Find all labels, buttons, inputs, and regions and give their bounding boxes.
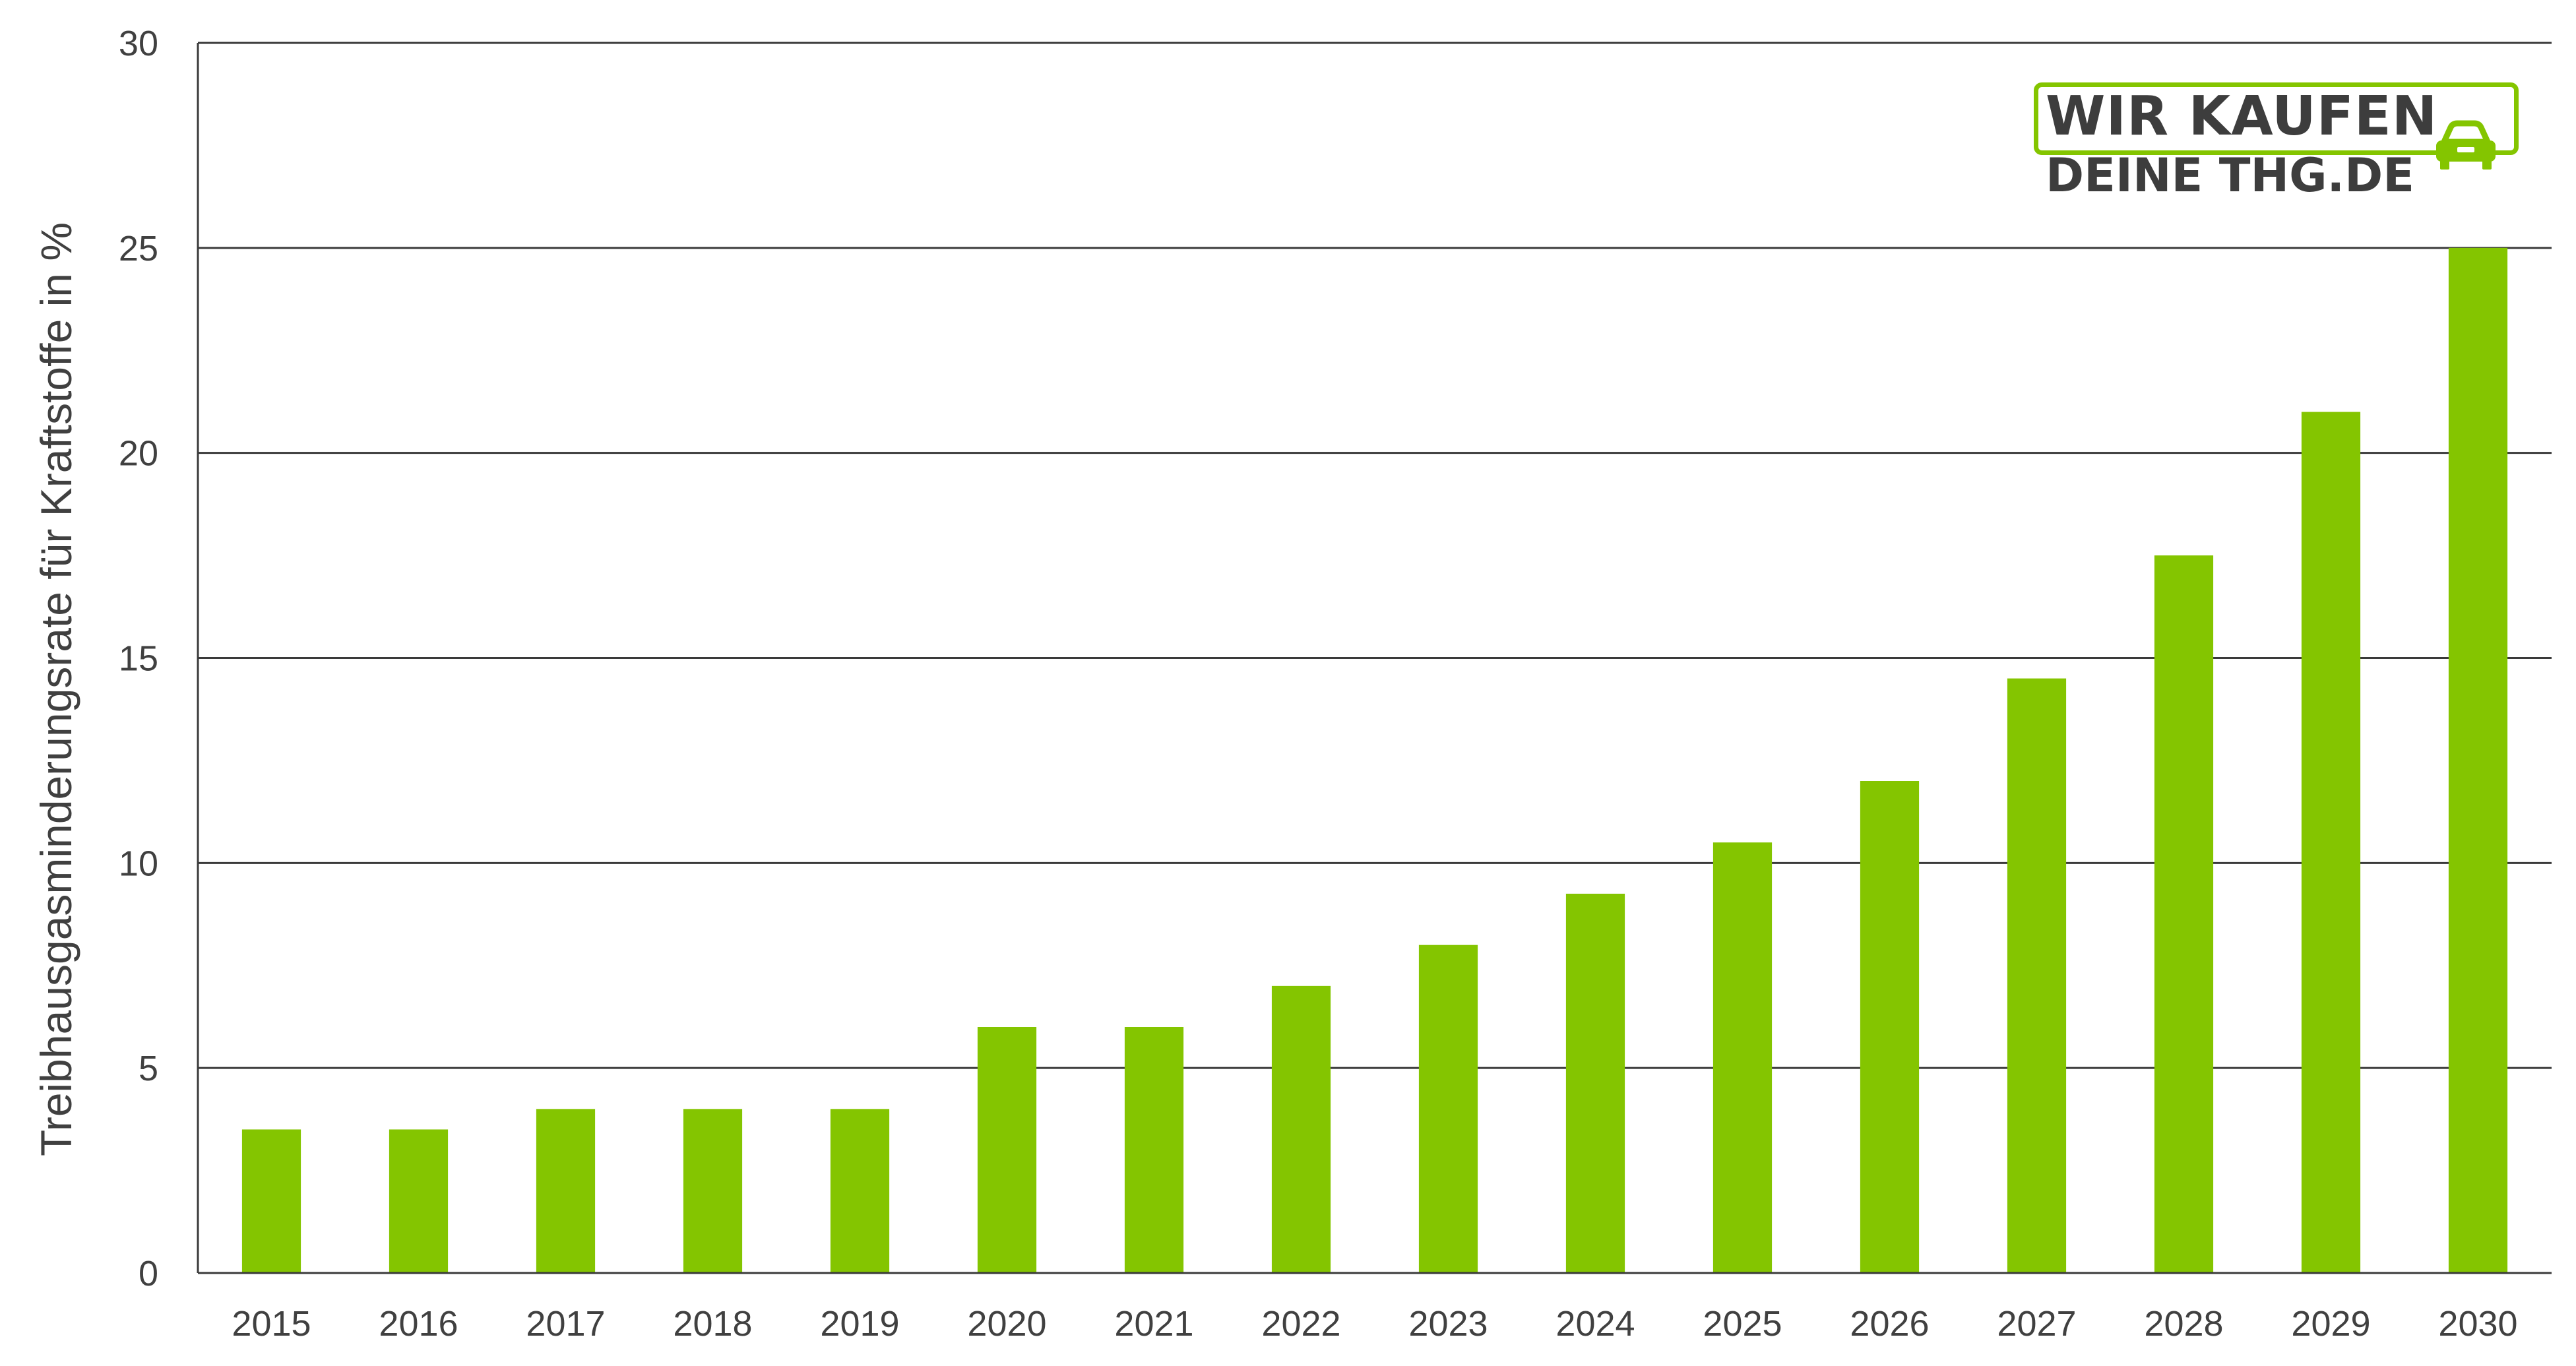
x-tick-label: 2030 [2438,1304,2517,1344]
x-tick-label: 2021 [1114,1304,1193,1344]
axes [197,43,2552,1274]
bar-2028 [2154,555,2214,1274]
bar-2029 [2301,412,2361,1273]
bar-2025 [1712,842,1773,1273]
bar-2016 [389,1129,449,1273]
y-tick-label: 0 [139,1254,158,1293]
bar-2023 [1418,945,1478,1273]
x-tick-label: 2022 [1261,1304,1340,1344]
bar-2027 [2007,678,2067,1273]
bar-2021 [1124,1027,1184,1273]
logo-line-2: DEINE THG.DE [2046,148,2415,202]
bar-2018 [683,1109,743,1273]
y-tick-label: 30 [119,24,158,63]
bar-2019 [830,1109,890,1273]
car-icon [2436,120,2496,170]
bar-2015 [241,1129,301,1273]
y-tick-label: 15 [119,639,158,679]
y-tick-labels: 0 5 10 15 20 25 30 [119,24,158,1293]
bar-2030 [2448,247,2508,1273]
x-tick-label: 2029 [2291,1304,2370,1344]
bar-2017 [536,1109,596,1273]
bars [241,247,2508,1274]
x-tick-label: 2028 [2144,1304,2223,1344]
x-tick-label: 2024 [1555,1304,1635,1344]
x-tick-label: 2023 [1408,1304,1488,1344]
bar-2024 [1565,893,1625,1273]
logo: WIR KAUFEN DEINE THG.DE [2034,82,2519,202]
y-tick-label: 25 [119,229,158,268]
x-tick-label: 2020 [967,1304,1046,1344]
x-tick-labels: 2015 2016 2017 2018 2019 2020 2021 2022 2023 2024… [232,1304,2517,1344]
x-tick-label: 2026 [1850,1304,1929,1344]
x-tick-label: 2018 [673,1304,752,1344]
bar-2020 [977,1027,1037,1273]
logo-line-1: WIR KAUFEN [2046,85,2438,148]
x-tick-label: 2016 [379,1304,458,1344]
y-tick-label: 20 [119,434,158,474]
bar-2026 [1860,781,1920,1273]
bar-2022 [1271,985,1331,1273]
x-tick-label: 2015 [232,1304,311,1344]
y-tick-label: 10 [119,844,158,883]
x-tick-label: 2017 [526,1304,605,1344]
x-tick-label: 2027 [1997,1304,2076,1344]
x-tick-label: 2019 [820,1304,899,1344]
y-axis-title: Treibhausgasminderungsrate für Kraftstof… [32,222,80,1156]
x-tick-label: 2025 [1703,1304,1782,1344]
y-tick-label: 5 [139,1049,158,1088]
